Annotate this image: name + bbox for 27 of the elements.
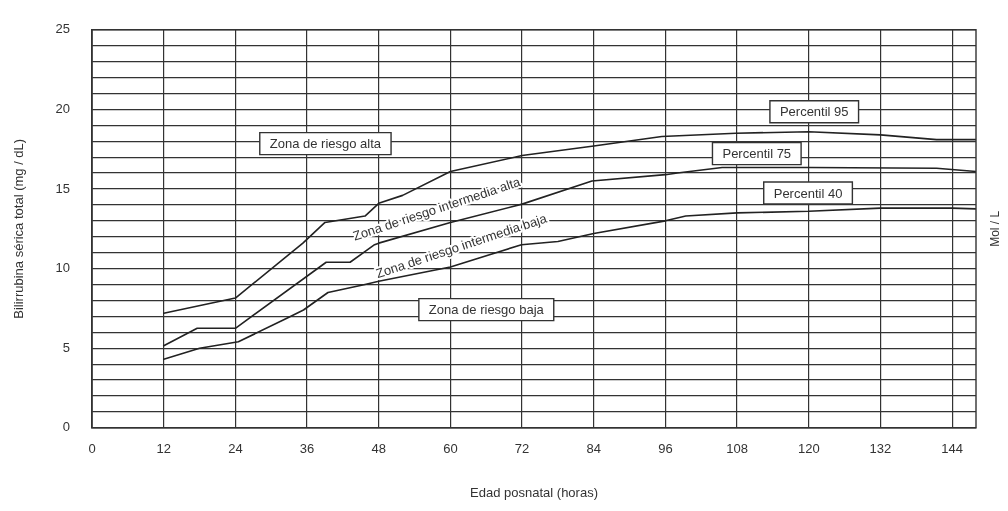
x-tick-label: 120 — [797, 441, 820, 457]
y-tick-label: 25 — [55, 21, 71, 37]
x-tick-label: 144 — [941, 441, 963, 457]
y-tick-label: 5 — [62, 339, 71, 355]
x-tick-label: 84 — [586, 441, 601, 457]
x-axis-title: Edad posnatal (horas) — [470, 484, 598, 500]
series-label: Percentil 75 — [722, 146, 792, 162]
annotation: Zona de riesgo baja — [428, 302, 545, 318]
y2-axis-title: Mol / L — [988, 210, 1003, 247]
x-tick-label: 60 — [443, 441, 458, 457]
annotation: Zona de riesgo alta — [269, 136, 382, 152]
x-tick-label: 132 — [869, 441, 892, 457]
x-tick-label: 108 — [726, 441, 748, 457]
x-tick-label: 12 — [156, 441, 171, 457]
series-label: Percentil 40 — [773, 185, 843, 201]
y-tick-label: 15 — [55, 180, 71, 196]
y-tick-label: 0 — [62, 419, 71, 435]
x-tick-label: 36 — [299, 441, 315, 457]
x-tick-label: 96 — [658, 441, 673, 457]
y-tick-label: 20 — [55, 100, 71, 116]
x-tick-label: 0 — [88, 441, 96, 457]
x-tick-label: 72 — [514, 441, 530, 457]
y-tick-label: 10 — [55, 260, 71, 276]
x-tick-label: 24 — [228, 441, 243, 457]
y-axis-title: Bilirrubina sérica total (mg / dL) — [11, 138, 27, 319]
x-tick-label: 48 — [371, 441, 386, 457]
series-label: Percentil 95 — [779, 104, 849, 120]
